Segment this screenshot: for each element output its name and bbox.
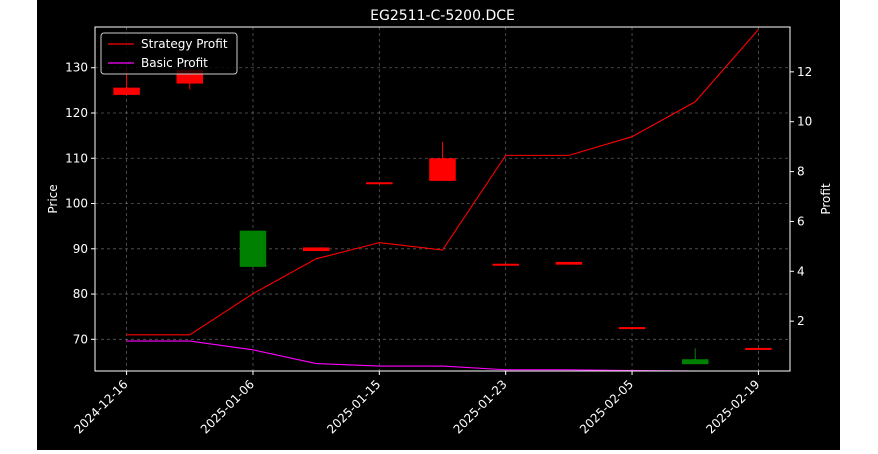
legend-label: Strategy Profit xyxy=(141,37,228,51)
plot-frame xyxy=(94,26,791,372)
right-tick-label: 10 xyxy=(797,115,812,129)
candle-body xyxy=(555,261,583,265)
right-tick-label: 2 xyxy=(797,314,805,328)
x-tick-label: 2025-01-15 xyxy=(324,377,383,436)
candle-body xyxy=(618,327,646,330)
candle-body xyxy=(239,230,267,267)
chart-canvas: 70 80 90 100 110 120 130 2 4 6 8 10 12 2024-12-16 2025… xyxy=(37,0,840,450)
x-tick-label: 2025-02-19 xyxy=(703,377,762,436)
left-tick-label: 80 xyxy=(73,287,88,301)
legend-box xyxy=(100,32,238,75)
candle-body xyxy=(745,347,772,350)
profit-line xyxy=(126,29,759,336)
candle-body xyxy=(366,182,393,185)
candle-body xyxy=(492,263,519,266)
left-tick-label: 130 xyxy=(65,61,88,75)
right-axis-label: Profit xyxy=(819,183,833,215)
left-tick-label: 120 xyxy=(65,106,88,120)
candle-body xyxy=(681,359,709,365)
right-tick-label: 4 xyxy=(797,264,805,278)
x-tick-label: 2024-12-16 xyxy=(71,377,130,436)
candle-body xyxy=(429,158,456,181)
left-tick-label: 70 xyxy=(73,332,88,346)
left-axis-label: Price xyxy=(46,184,60,213)
right-tick-label: 8 xyxy=(797,165,805,179)
left-tick-label: 90 xyxy=(73,242,88,256)
profit-line xyxy=(126,340,759,372)
x-tick-label: 2025-01-23 xyxy=(451,377,510,436)
left-tick-label: 100 xyxy=(65,197,88,211)
legend-label: Basic Profit xyxy=(141,56,208,70)
x-tick-label: 2025-02-05 xyxy=(577,377,636,436)
left-tick-label: 110 xyxy=(65,151,88,165)
chart-svg: 70 80 90 100 110 120 130 2 4 6 8 10 12 2024-12-16 2025… xyxy=(46,8,833,436)
candle-body xyxy=(113,87,140,95)
candle-body xyxy=(302,247,330,252)
chart-title: EG2511-C-5200.DCE xyxy=(370,8,515,24)
right-tick-label: 6 xyxy=(797,214,805,228)
right-tick-label: 12 xyxy=(797,65,812,79)
x-tick-label: 2025-01-06 xyxy=(198,377,257,436)
